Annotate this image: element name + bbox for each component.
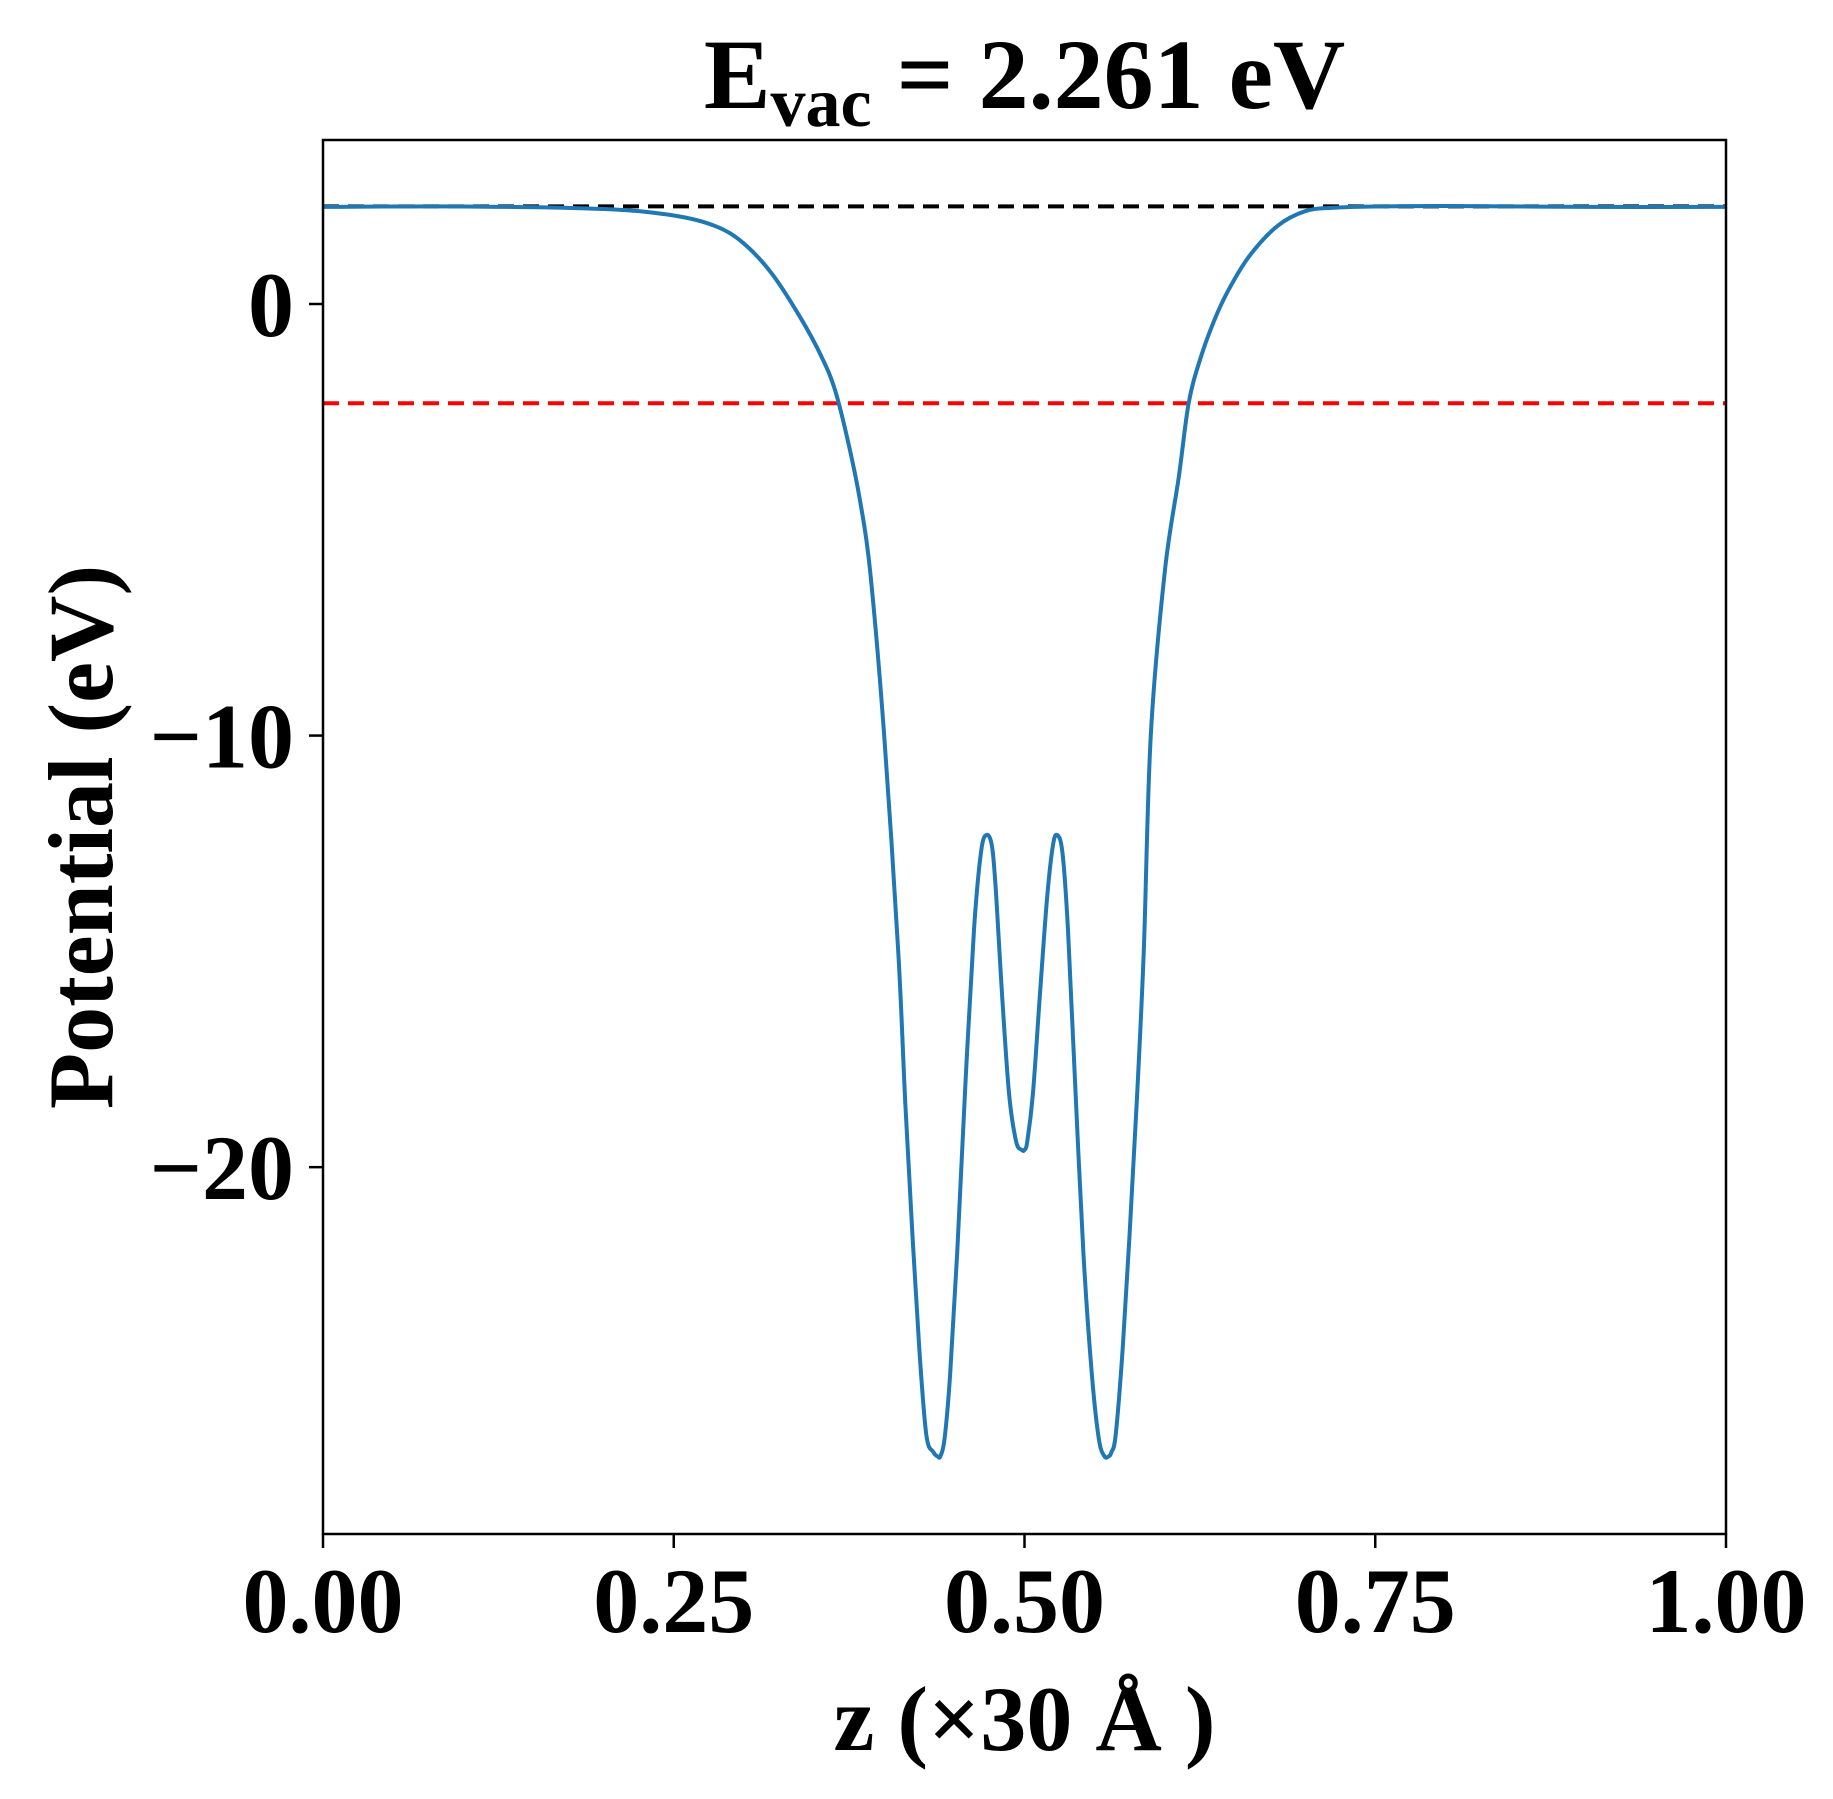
y-axis-ticks: 0 −10 −20: [150, 254, 323, 1219]
potential-series-line: [322, 204, 1727, 1460]
y-tick-label: 0: [248, 254, 294, 356]
title-subscript: vac: [771, 65, 872, 142]
reference-lines: [323, 204, 1726, 406]
y-tick-label: −10: [150, 686, 294, 788]
y-tick-label: −20: [150, 1117, 294, 1219]
x-tick-label: 0.00: [243, 1550, 404, 1652]
x-axis-ticks: 0.00 0.25 0.50 0.75 1.00: [243, 1534, 1807, 1652]
title-prefix: E: [704, 19, 771, 130]
series-layer: [322, 204, 1727, 1460]
x-tick-label: 0.75: [1295, 1550, 1456, 1652]
x-tick-label: 0.50: [944, 1550, 1105, 1652]
x-tick-label: 0.25: [593, 1550, 754, 1652]
chart-title: Evac = 2.261 eV: [704, 19, 1345, 142]
plot-frame: [321, 138, 1728, 1536]
title-suffix: = 2.261 eV: [872, 19, 1346, 130]
y-axis-title: Potential (eV): [30, 565, 132, 1109]
x-tick-label: 1.00: [1646, 1550, 1807, 1652]
x-axis-title: z (×30 Å ): [834, 1668, 1216, 1770]
